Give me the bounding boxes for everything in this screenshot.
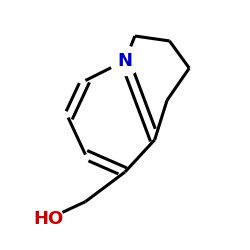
Circle shape (110, 46, 140, 76)
Text: N: N (118, 52, 132, 70)
Circle shape (34, 204, 63, 234)
Text: HO: HO (33, 210, 64, 228)
